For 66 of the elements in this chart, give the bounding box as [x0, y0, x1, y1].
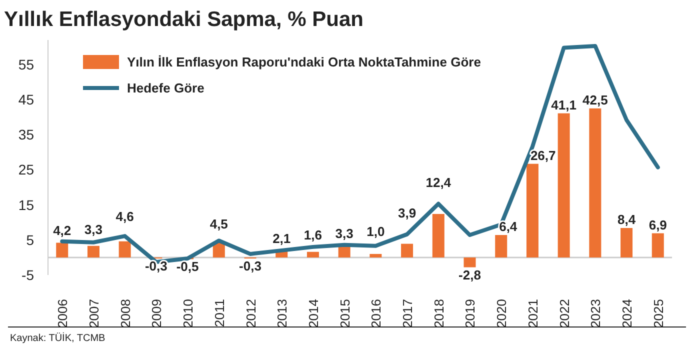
y-tick-label: 15	[18, 196, 34, 213]
legend-label: Yılın İlk Enflasyon Raporu'ndaki Orta NoktaTahmine Göre	[127, 54, 481, 70]
y-tick-label: 45	[18, 92, 34, 108]
y-tick-label: 25	[18, 162, 34, 178]
data-label: 3,3	[335, 226, 354, 242]
x-tick-label: 2009	[149, 299, 164, 328]
x-tick-label: 2019	[462, 299, 478, 328]
x-tick-label: 2007	[86, 299, 102, 328]
data-label: 6,4	[499, 219, 518, 234]
x-tick-label: 2012	[243, 299, 258, 328]
x-tick-label: 2024	[620, 299, 635, 328]
y-tick-label: 5	[26, 232, 34, 248]
data-label: 4,5	[210, 216, 228, 232]
data-label: 4,2	[53, 222, 72, 238]
x-tick-label: 2020	[494, 299, 510, 328]
data-label: 2,1	[272, 231, 291, 246]
bar	[87, 246, 100, 258]
x-tick-label: 2018	[431, 299, 446, 328]
x-tick-label: 2025	[650, 299, 666, 328]
bar	[558, 113, 570, 258]
bar	[306, 252, 319, 258]
bar	[432, 214, 444, 258]
text: Kaynak: TÜİK, TCMB	[10, 332, 106, 344]
chart-title: Yıllık Enflasyondaki Sapma, % Puan	[4, 8, 364, 31]
data-label: 42,5	[582, 92, 608, 108]
data-label: 41,1	[551, 97, 576, 112]
data-label: 6,9	[648, 217, 667, 232]
y-tick-label: 35	[18, 126, 34, 143]
x-tick-label: 2016	[368, 299, 384, 328]
bar	[370, 254, 382, 258]
bar	[652, 233, 664, 258]
x-tick-label: 2017	[400, 299, 416, 328]
x-tick-label: 2011	[212, 299, 227, 327]
data-label: -0,3	[144, 258, 168, 274]
bar	[495, 235, 508, 258]
data-label: 1,6	[304, 228, 322, 243]
y-tick-label: 55	[18, 56, 34, 72]
data-label: 3,3	[84, 222, 103, 238]
data-label: 3,9	[398, 206, 416, 221]
data-label: 1,0	[366, 224, 385, 239]
x-tick-label: 2023	[588, 299, 604, 328]
x-tick-label: 2014	[306, 299, 321, 328]
data-label: 8,4	[617, 212, 636, 227]
x-tick-label: 2013	[274, 299, 290, 328]
legend-label: Hedefe Göre	[127, 80, 204, 96]
bar	[464, 257, 476, 268]
bar	[401, 244, 414, 258]
x-tick-label: 2006	[55, 299, 70, 328]
data-label: 4,6	[116, 208, 134, 224]
data-label: -0,5	[176, 259, 199, 274]
y-tick-label: -5	[22, 266, 34, 283]
bar	[56, 242, 68, 258]
bar	[589, 108, 602, 258]
data-label: -2,8	[458, 267, 481, 282]
bar	[118, 241, 131, 258]
bar	[338, 246, 350, 258]
bar	[620, 228, 633, 258]
bar	[526, 164, 538, 258]
x-tick-label: 2008	[118, 299, 133, 328]
data-label: 26,7	[530, 148, 556, 163]
x-tick-label: 2015	[337, 299, 352, 328]
x-tick-label: 2021	[525, 299, 540, 328]
data-label: 12,4	[426, 174, 452, 190]
x-tick-label: 2010	[180, 299, 196, 328]
x-tick-label: 2022	[556, 299, 572, 328]
data-label: -0,3	[239, 258, 262, 274]
